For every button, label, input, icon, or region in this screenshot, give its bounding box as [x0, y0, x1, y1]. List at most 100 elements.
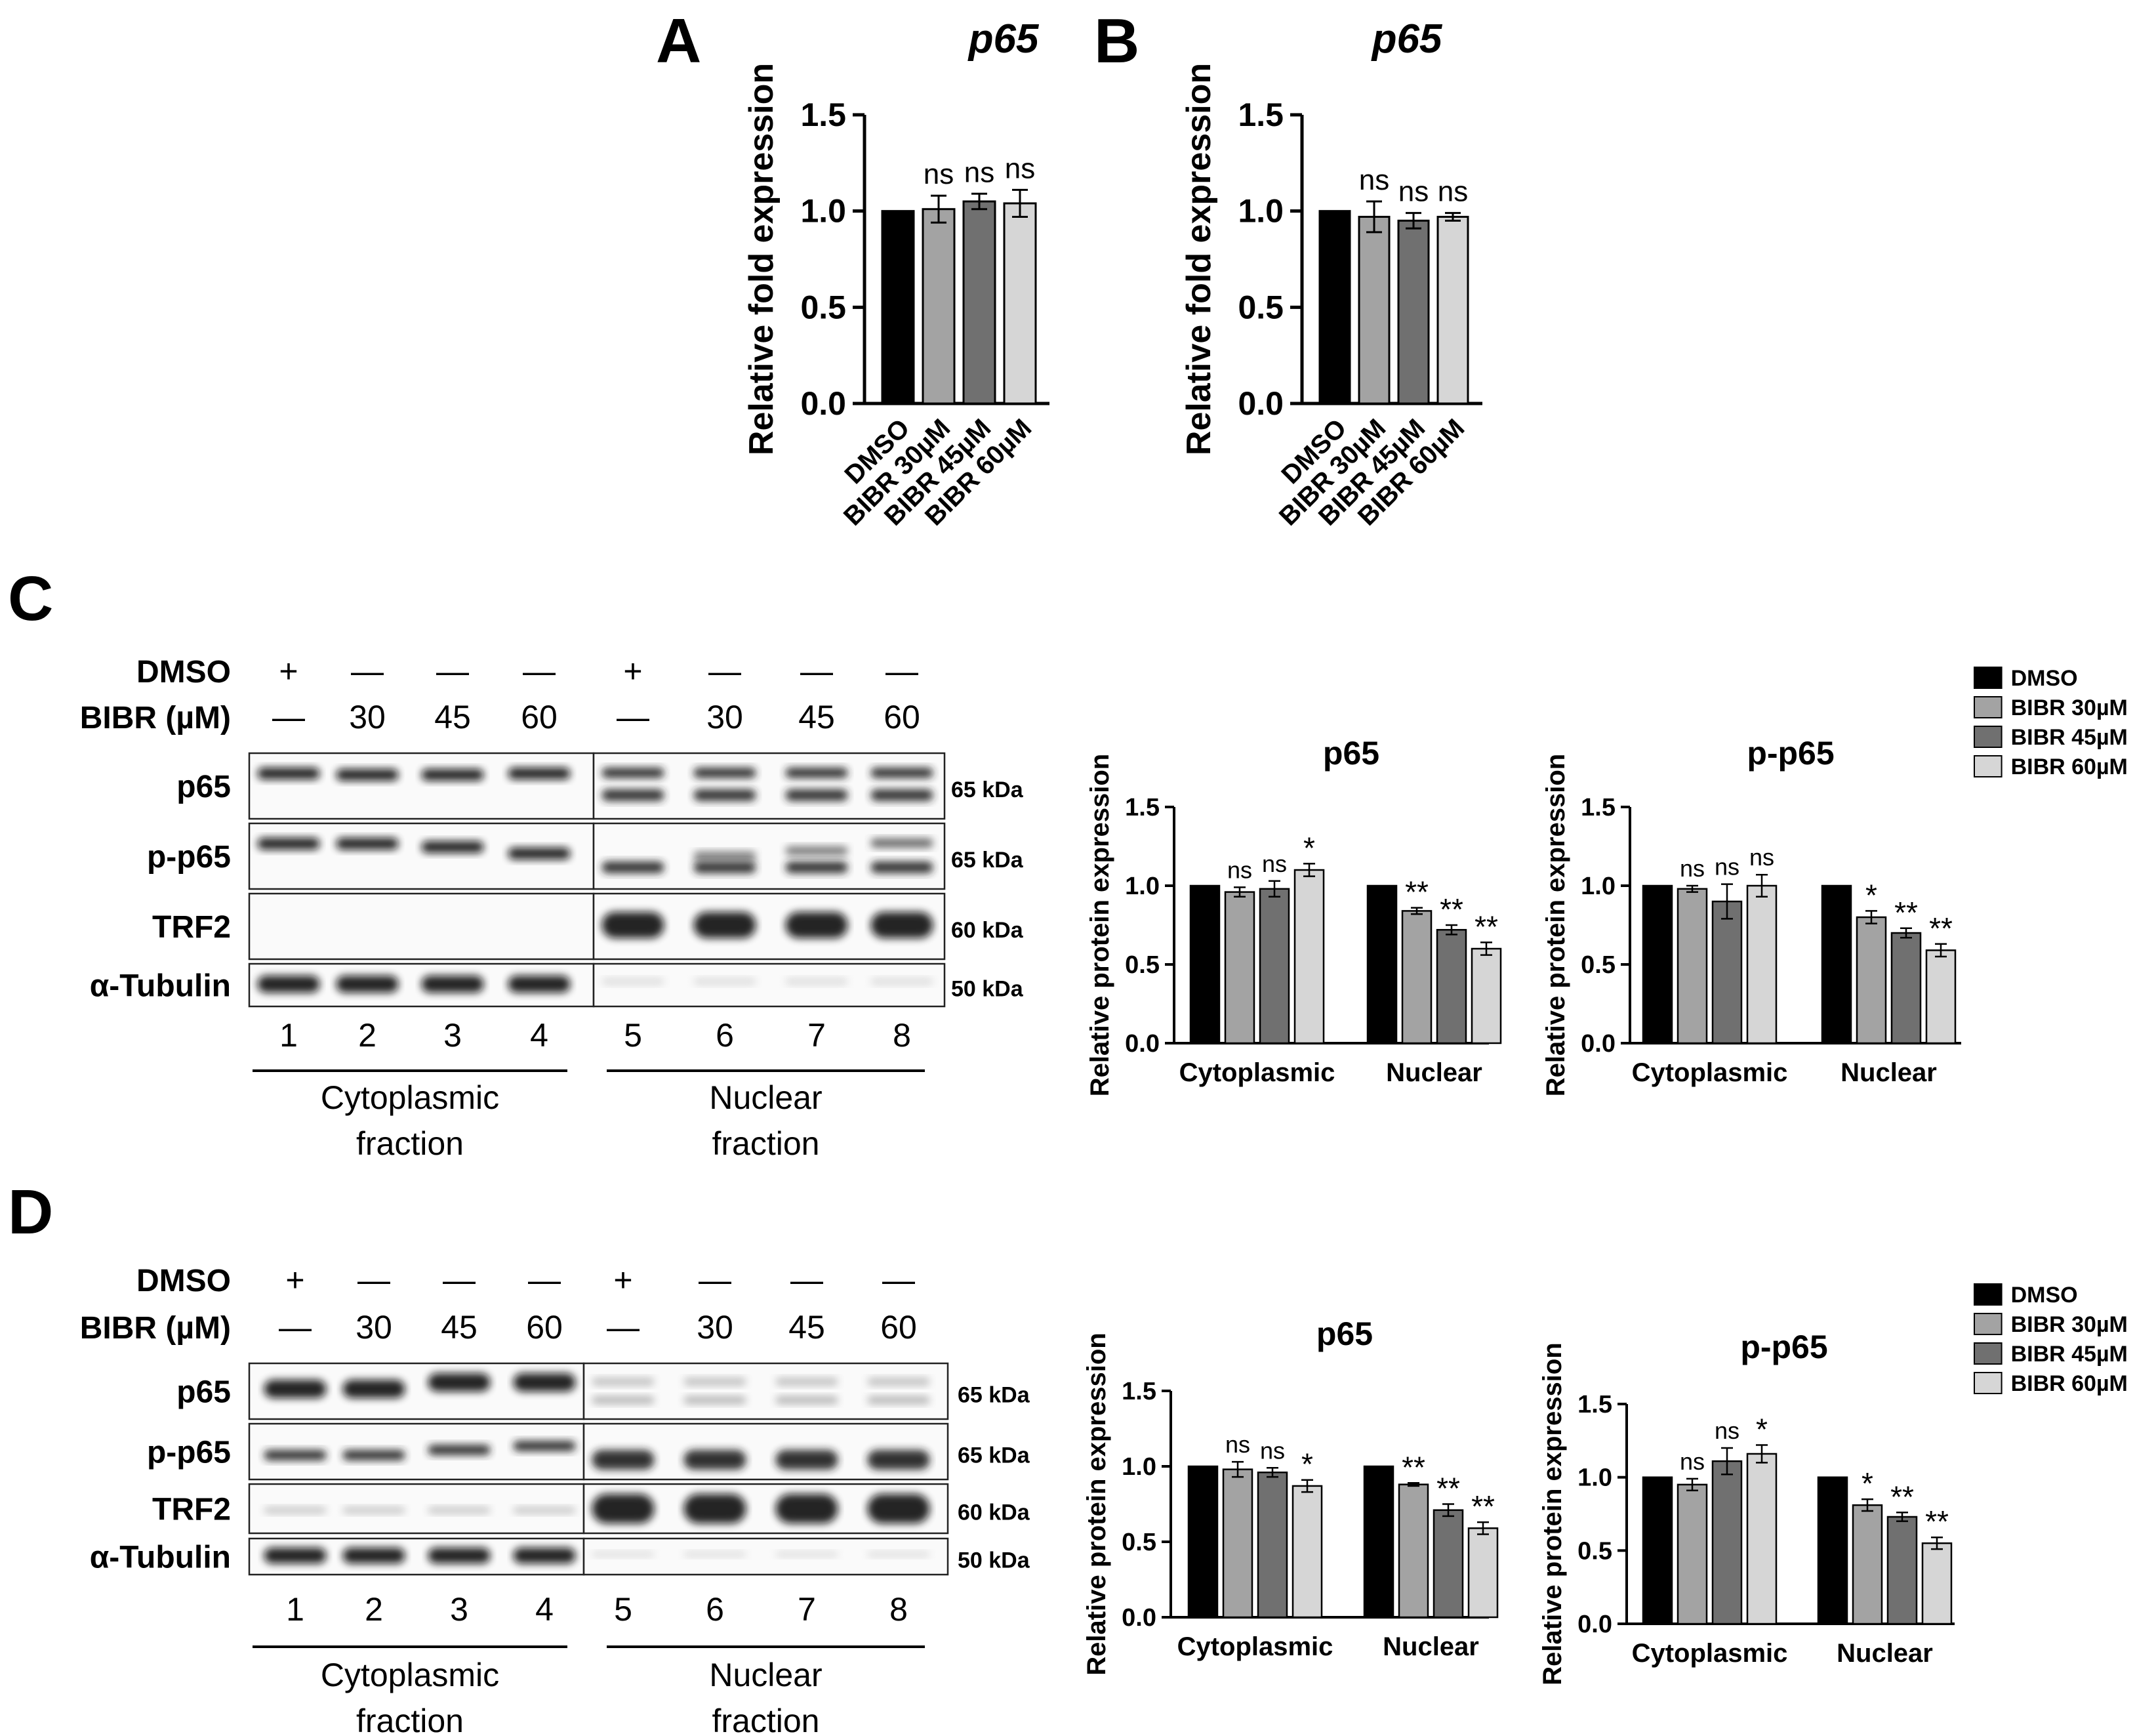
y-tick-label: 0.0 [800, 385, 846, 422]
protein-band [601, 789, 664, 801]
bar [1292, 1485, 1323, 1619]
significance-label: ** [1890, 1479, 1914, 1514]
x-category-label: Cytoplasmic [1177, 1632, 1333, 1661]
legend-label: DMSO [2011, 1283, 2078, 1308]
dmso-mark: — [351, 653, 384, 690]
chart-title: p-p65 [1740, 1329, 1827, 1365]
bar [1366, 884, 1398, 1044]
protein-band [775, 1552, 838, 1557]
fraction-label: Nuclear [709, 1079, 822, 1116]
protein-band [683, 1494, 746, 1523]
bar [1467, 1527, 1499, 1619]
protein-band [421, 769, 484, 781]
legend-swatch [1974, 696, 2003, 718]
y-tick-label: 1.5 [1125, 794, 1160, 821]
bar [1189, 884, 1221, 1044]
protein-band [428, 1373, 491, 1392]
legend-label: BIBR 45µM [2011, 725, 2128, 750]
bar [1433, 1509, 1464, 1619]
protein-band [601, 861, 664, 873]
protein-band [513, 1548, 576, 1563]
y-tick-label: 1.5 [1122, 1378, 1156, 1405]
protein-band [785, 978, 848, 985]
fraction-label: Cytoplasmic [321, 1657, 499, 1693]
chart-d-p-p65: p-p65 Relative protein expression 0.0 0.5 1.… [1538, 1329, 1955, 1685]
protein-band [683, 1378, 746, 1386]
band-label: TRF2 [152, 1493, 231, 1527]
protein-band [257, 838, 320, 850]
band-label: p-p65 [147, 840, 231, 875]
protein-band [775, 1396, 838, 1404]
protein-band [513, 1507, 576, 1514]
bar [1187, 1465, 1219, 1619]
legend-swatch [1974, 1342, 2003, 1365]
y-tick-label: 1.5 [1581, 794, 1616, 821]
protein-band [257, 976, 320, 993]
blot-membrane-cytoplasmic [248, 752, 595, 820]
bar [1821, 884, 1852, 1044]
bar [1890, 932, 1922, 1044]
protein-band [693, 768, 756, 778]
chart-c-p65: p65 Relative protein expression 0.0 0.5 1.0 1… [1086, 735, 1502, 1096]
protein-band [785, 912, 848, 938]
y-tick-label: 0.0 [1577, 1611, 1612, 1638]
protein-band [785, 789, 848, 801]
bar [1224, 891, 1255, 1044]
dmso-mark: + [623, 653, 642, 690]
chart-title: p65 [1323, 735, 1379, 772]
significance-label: ** [1402, 1450, 1425, 1484]
legend-swatch [1974, 1313, 2003, 1335]
panel-letter-b: B [1094, 6, 1139, 76]
legend-swatch [1974, 755, 2003, 777]
protein-band [693, 912, 756, 938]
legend-label: BIBR 60µM [2011, 754, 2128, 779]
protein-band [601, 768, 664, 778]
legend-c: DMSO BIBR 30µM BIBR 45µM BIBR 60µM [1974, 666, 2128, 779]
y-tick-label: 1.0 [1125, 873, 1160, 900]
protein-band [428, 1507, 491, 1514]
bar [1401, 910, 1433, 1044]
bar [922, 208, 956, 405]
panel-letter-a: A [656, 6, 701, 76]
legend-swatch [1974, 1372, 2003, 1394]
significance-label: ** [1405, 875, 1429, 909]
band-label: p-p65 [147, 1436, 231, 1470]
bar [1003, 202, 1037, 405]
bibr-dose: 60 [884, 699, 920, 735]
bibr-dose: — [272, 699, 305, 735]
protein-band [428, 1445, 491, 1455]
lane-number: 1 [286, 1591, 304, 1628]
protein-band [683, 1552, 746, 1557]
bar [1642, 1476, 1673, 1625]
bar [1222, 1468, 1253, 1619]
protein-band [785, 861, 848, 873]
protein-band [693, 789, 756, 801]
dmso-mark: — [436, 653, 469, 690]
bar [1856, 916, 1887, 1044]
protein-band [592, 1378, 655, 1386]
lane-number: 3 [443, 1017, 462, 1054]
protein-band [513, 1373, 576, 1392]
fraction-label: fraction [356, 1703, 464, 1736]
protein-band [342, 1548, 405, 1563]
significance-label: ** [1475, 909, 1498, 943]
bar [1746, 1453, 1778, 1625]
y-tick-label: 0.0 [1122, 1604, 1156, 1632]
fraction-label: fraction [712, 1125, 820, 1162]
bibr-dose: 30 [706, 699, 743, 735]
x-category-label: Nuclear [1837, 1639, 1933, 1668]
significance-label: ** [1471, 1489, 1495, 1523]
bibr-dose: 45 [441, 1309, 478, 1346]
y-tick-label: 0.0 [1238, 385, 1284, 422]
y-tick-label: 1.0 [1122, 1453, 1156, 1481]
panel-letter-d: D [8, 1177, 53, 1247]
lane-number: 7 [798, 1591, 816, 1628]
x-category-label: Nuclear [1383, 1632, 1479, 1661]
significance-label: ** [1894, 896, 1918, 930]
bar [1852, 1504, 1883, 1625]
y-tick-label: 0.5 [1125, 951, 1160, 979]
significance-label: ** [1929, 911, 1953, 945]
bar [1318, 210, 1351, 405]
protein-band [870, 789, 933, 801]
